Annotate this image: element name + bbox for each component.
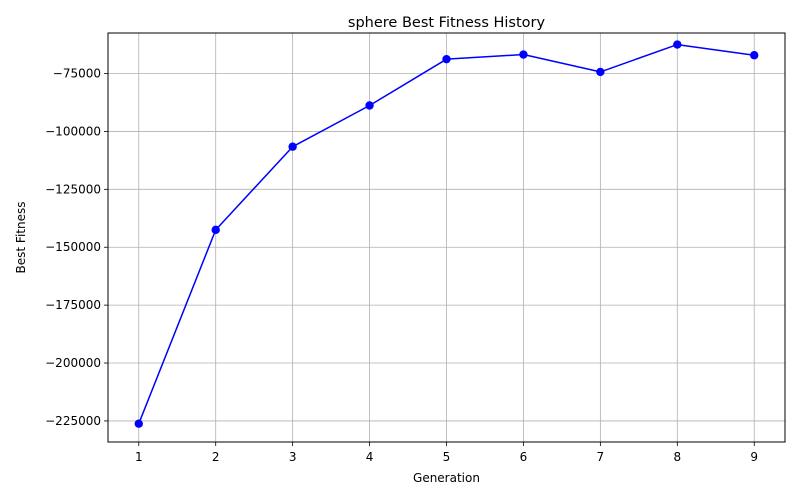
grid-layer	[108, 33, 785, 442]
series-layer	[134, 40, 759, 428]
x-tick-label: 3	[289, 450, 297, 464]
data-point	[596, 67, 605, 77]
x-tick-label: 8	[673, 450, 681, 464]
x-axis-label: Generation	[413, 471, 480, 485]
x-tick-label: 9	[750, 450, 758, 464]
y-tick-label: −150000	[45, 240, 101, 254]
y-tick-label: −125000	[45, 182, 101, 196]
chart-title: sphere Best Fitness History	[348, 15, 546, 31]
x-tick-label: 7	[597, 450, 605, 464]
y-tick-label: −100000	[45, 124, 101, 138]
x-tick-label: 6	[520, 450, 528, 464]
y-tick-label: −225000	[45, 414, 101, 428]
data-point	[519, 50, 528, 59]
x-tick-label: 2	[212, 450, 220, 464]
data-point	[673, 40, 682, 49]
data-point	[365, 101, 374, 110]
data-point	[288, 142, 297, 151]
y-tick-label: −200000	[45, 356, 101, 370]
y-tick-label: −75000	[53, 67, 101, 81]
y-tick-label: −175000	[45, 298, 101, 312]
x-tick-label: 5	[443, 450, 451, 464]
x-tick-label: 1	[135, 450, 143, 464]
x-tick-label: 4	[366, 450, 374, 464]
data-point	[134, 419, 143, 428]
tick-layer: 1 2 3 4 5 6 7 8 9 −225000 −200000 −175000 −150000 −12…	[45, 67, 758, 464]
data-point	[211, 225, 220, 235]
y-axis-label: Best Fitness	[14, 202, 28, 274]
data-point	[750, 51, 759, 60]
data-point	[442, 54, 451, 64]
